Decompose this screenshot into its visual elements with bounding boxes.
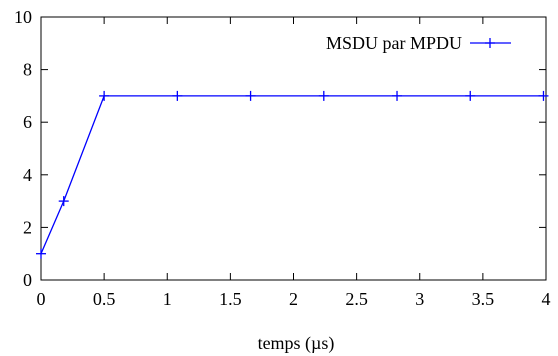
x-tick-label: 0.5: [93, 289, 116, 309]
series-layer: [36, 90, 549, 259]
legend-marker-plus: [485, 38, 495, 48]
x-axis: 0 0.5 1 1.5 2 2.5 3 3.5 4: [37, 17, 551, 309]
x-tick-label: 1.5: [219, 289, 242, 309]
data-point: [392, 90, 403, 101]
x-tick-label: 3.5: [472, 289, 495, 309]
data-point: [172, 90, 183, 101]
y-tick-label: 6: [23, 112, 32, 132]
x-tick-label: 3: [415, 289, 424, 309]
x-tick-label: 4: [542, 289, 551, 309]
x-axis-title: temps (µs): [258, 333, 335, 354]
y-axis: 0 2 4 6 8 10: [14, 7, 546, 290]
x-tick-label: 2.5: [345, 289, 368, 309]
y-tick-label: 10: [14, 7, 32, 27]
data-point: [245, 90, 256, 101]
data-point: [318, 90, 329, 101]
y-tick-label: 2: [23, 217, 32, 237]
x-tick-label: 2: [289, 289, 298, 309]
data-point: [36, 248, 46, 259]
y-tick-label: 8: [23, 60, 32, 80]
y-tick-label: 4: [23, 165, 32, 185]
y-tick-label: 0: [23, 270, 32, 290]
x-tick-label: 1: [163, 289, 172, 309]
data-point: [465, 90, 476, 101]
plot-frame: [40, 16, 547, 281]
data-point: [99, 90, 110, 101]
data-point: [538, 90, 549, 101]
data-point: [58, 196, 69, 207]
x-tick-label: 0: [37, 289, 46, 309]
series-line: [40, 95, 544, 254]
legend-label: MSDU par MPDU: [326, 33, 462, 53]
legend: MSDU par MPDU: [326, 33, 511, 53]
